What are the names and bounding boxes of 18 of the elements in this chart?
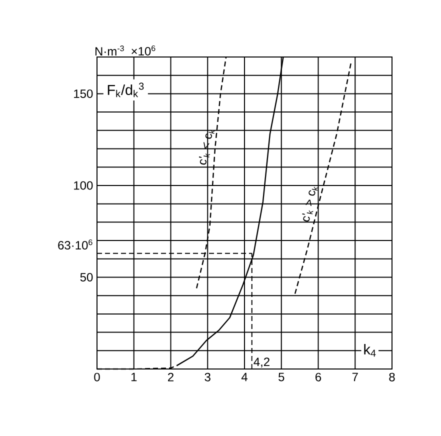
ref-line-label: 4,2 — [254, 358, 270, 368]
x-tick-label: 1 — [131, 372, 137, 382]
ref-line-label: 63·10$^{6}$ — [58, 239, 92, 250]
x-tick-label: 8 — [389, 372, 395, 382]
text: N·m$^{-3}$ — [95, 46, 124, 56]
x-tick-label: 7 — [352, 372, 358, 382]
text: ×10$^{6}$ — [132, 45, 156, 56]
y-tick-label: 100 — [74, 181, 93, 190]
x-tick-label: 5 — [278, 372, 284, 382]
x-axis-title: k$_{4}$ — [364, 344, 376, 357]
x-tick-label: 6 — [316, 372, 322, 382]
x-tick-label: 0 — [94, 372, 100, 382]
y-axis-title: F$_{k}$/d$_{k}$3 — [108, 82, 144, 98]
x-tick-label: 4 — [241, 372, 248, 382]
y-tick-label: 50 — [80, 272, 93, 282]
x-tick-label: 2 — [168, 372, 174, 382]
x-tick-label: 3 — [204, 372, 210, 382]
y-tick-label: 150 — [74, 89, 93, 98]
